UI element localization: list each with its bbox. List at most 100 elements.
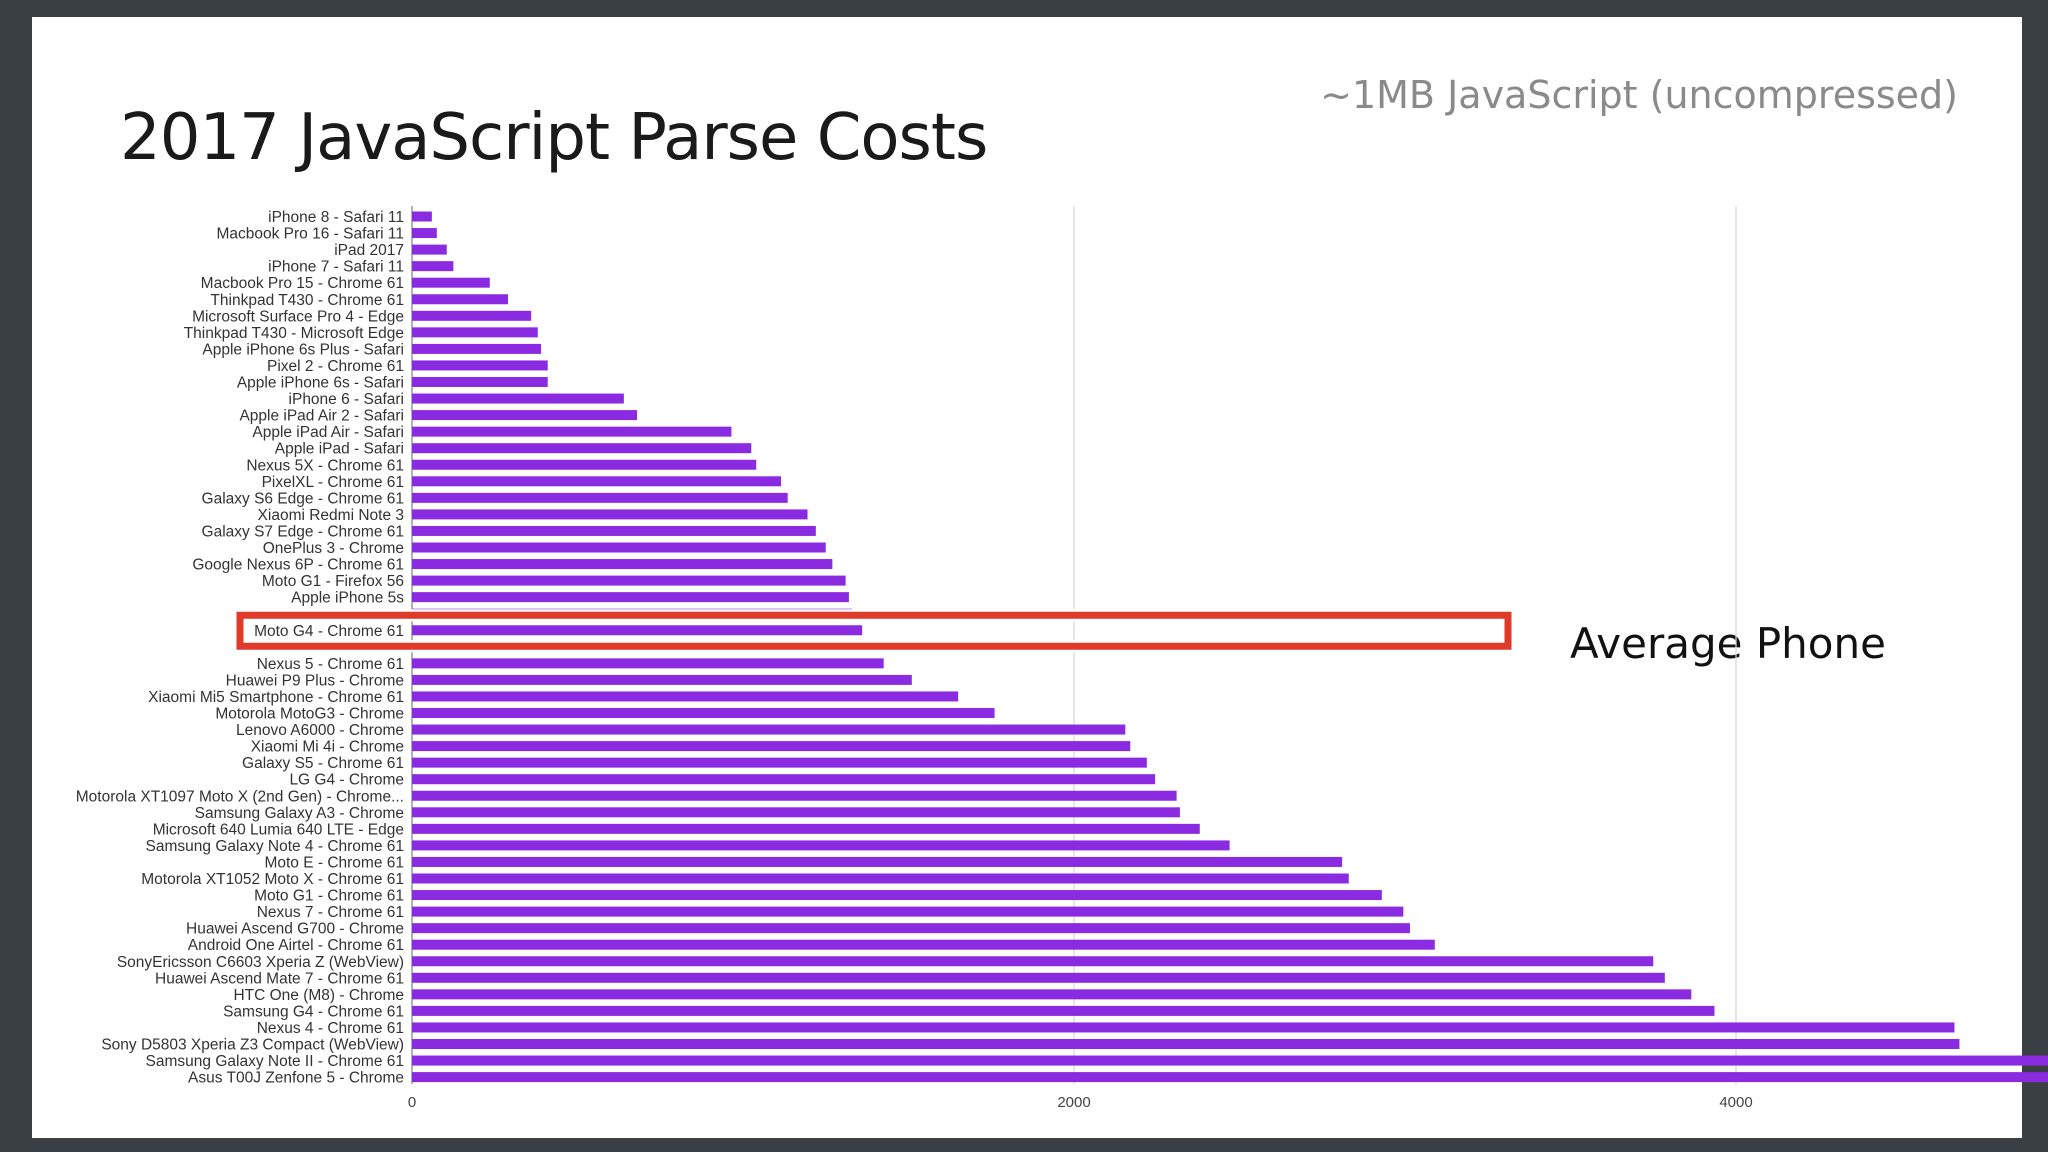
category-label-34: LG G4 - Chrome [289,772,404,789]
category-label-5: Thinkpad T430 - Chrome 61 [210,292,404,309]
bar-27 [412,658,884,669]
bar-3 [412,261,454,272]
category-label-18: Xiaomi Redmi Note 3 [258,507,404,524]
category-label-21: Google Nexus 6P - Chrome 61 [192,557,404,574]
bar-6 [412,310,532,321]
bar-31 [412,724,1126,735]
bar-15 [412,459,757,470]
bar-4 [412,277,490,288]
category-label-32: Xiaomi Mi 4i - Chrome [251,739,404,756]
category-label-47: HTC One (M8) - Chrome [233,987,404,1004]
category-label-10: Apple iPhone 6s - Safari [237,375,404,392]
bar-39 [412,856,1343,867]
bar-8 [412,343,542,354]
bar-5 [412,294,508,305]
category-label-51: Samsung Galaxy Note II - Chrome 61 [146,1053,404,1070]
category-label-40: Motorola XT1052 Moto X - Chrome 61 [141,871,404,888]
bar-48 [412,1005,1715,1016]
x-tick-label-4000: 4000 [1719,1094,1752,1111]
category-label-19: Galaxy S7 Edge - Chrome 61 [202,523,404,540]
category-label-27: Nexus 5 - Chrome 61 [257,656,404,673]
category-label-46: Huawei Ascend Mate 7 - Chrome 61 [155,970,404,987]
bar-52 [412,1072,2048,1083]
bar-46 [412,972,1665,983]
category-label-12: Apple iPad Air 2 - Safari [239,408,404,425]
bar-42 [412,906,1404,917]
bar-1 [412,228,437,239]
category-label-48: Samsung G4 - Chrome 61 [223,1003,404,1020]
bar-12 [412,410,638,421]
category-label-4: Macbook Pro 15 - Chrome 61 [201,275,404,292]
bar-14 [412,443,752,454]
category-label-6: Microsoft Surface Pro 4 - Edge [192,308,404,325]
bar-47 [412,989,1692,1000]
bar-25 [412,625,863,636]
category-label-22: Moto G1 - Firefox 56 [262,573,404,590]
bar-38 [412,840,1230,851]
bar-2 [412,244,447,255]
bar-36 [412,807,1180,818]
category-label-15: Nexus 5X - Chrome 61 [246,457,404,474]
bar-10 [412,377,548,387]
category-label-37: Microsoft 640 Lumia 640 LTE - Edge [153,821,404,838]
category-label-25: Moto G4 - Chrome 61 [254,623,404,640]
bar-0 [412,211,432,222]
category-label-33: Galaxy S5 - Chrome 61 [242,755,404,772]
category-label-38: Samsung Galaxy Note 4 - Chrome 61 [146,838,404,855]
bar-29 [412,691,959,702]
bar-35 [412,790,1177,801]
category-label-44: Android One Airtel - Chrome 61 [188,937,404,954]
bar-45 [412,956,1654,967]
x-tick-label-0: 0 [408,1094,416,1111]
category-label-8: Apple iPhone 6s Plus - Safari [202,341,404,358]
bar-43 [412,923,1410,934]
category-label-16: PixelXL - Chrome 61 [262,474,404,491]
category-label-11: iPhone 6 - Safari [289,391,404,408]
category-label-20: OnePlus 3 - Chrome [263,540,404,557]
bar-20 [412,542,826,553]
bar-51 [412,1055,2048,1066]
bar-30 [412,708,995,718]
category-label-49: Nexus 4 - Chrome 61 [257,1020,404,1037]
bar-13 [412,426,732,437]
category-label-42: Nexus 7 - Chrome 61 [257,904,404,921]
bar-16 [412,476,782,487]
slide-subtitle: ~1MB JavaScript (uncompressed) [1320,73,1958,117]
bar-41 [412,890,1382,901]
category-label-1: Macbook Pro 16 - Safari 11 [216,226,404,243]
average-phone-highlight-box [236,611,1512,650]
category-label-28: Huawei P9 Plus - Chrome [226,672,404,689]
category-label-50: Sony D5803 Xperia Z3 Compact (WebView) [101,1037,404,1054]
category-label-43: Huawei Ascend G700 - Chrome [186,921,404,938]
category-label-13: Apple iPad Air - Safari [252,424,404,441]
category-label-2: iPad 2017 [334,242,404,259]
bar-11 [412,393,624,404]
bar-44 [412,939,1435,950]
category-label-9: Pixel 2 - Chrome 61 [267,358,404,375]
bar-33 [412,757,1147,768]
bar-37 [412,823,1200,834]
bar-18 [412,509,808,520]
bar-34 [412,774,1156,785]
category-label-36: Samsung Galaxy A3 - Chrome [195,805,404,822]
average-phone-label: Average Phone [1570,619,1886,668]
category-label-3: iPhone 7 - Safari 11 [268,259,404,276]
category-label-14: Apple iPad - Safari [275,441,404,458]
bar-49 [412,1022,1955,1033]
category-label-7: Thinkpad T430 - Microsoft Edge [184,325,404,342]
bar-23 [412,592,849,603]
bar-21 [412,559,833,570]
category-label-0: iPhone 8 - Safari 11 [268,209,404,226]
bar-50 [412,1039,1960,1049]
bar-40 [412,873,1349,884]
category-label-29: Xiaomi Mi5 Smartphone - Chrome 61 [148,689,404,706]
category-label-17: Galaxy S6 Edge - Chrome 61 [202,490,404,507]
bar-22 [412,575,846,586]
bar-17 [412,492,788,503]
category-label-30: Motorola MotoG3 - Chrome [215,706,404,723]
category-label-31: Lenovo A6000 - Chrome [236,722,404,739]
slide-title: 2017 JavaScript Parse Costs [120,101,988,175]
category-label-52: Asus T00J Zenfone 5 - Chrome [188,1070,404,1087]
category-label-39: Moto E - Chrome 61 [264,854,404,871]
